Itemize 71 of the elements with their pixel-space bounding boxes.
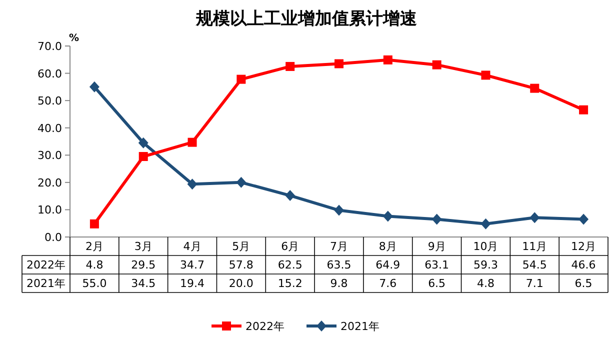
- point: [188, 138, 197, 147]
- xtick: 4月: [183, 240, 202, 253]
- data-label: 59.3: [473, 258, 498, 272]
- point: [530, 84, 540, 93]
- data-label: 46.6: [571, 258, 596, 272]
- point: [578, 214, 589, 225]
- xtick: 11月: [522, 240, 548, 253]
- legend-item: 2021年: [306, 320, 380, 333]
- ytick: 10.0: [38, 204, 62, 217]
- point: [334, 59, 344, 68]
- data-label: 9.8: [330, 277, 348, 290]
- data-label: 64.9: [376, 258, 400, 272]
- point: [383, 55, 392, 64]
- ytick: 40.0: [38, 122, 62, 135]
- data-label: 4.8: [476, 277, 494, 290]
- data-label: 57.8: [228, 258, 254, 272]
- data-label: 6.5: [574, 277, 592, 290]
- point: [286, 62, 295, 71]
- point: [285, 190, 296, 202]
- data-label: 20.0: [228, 277, 254, 290]
- data-label: 19.4: [180, 277, 205, 290]
- point: [236, 176, 246, 188]
- xtick: 10月: [473, 240, 498, 253]
- xtick: 3月: [134, 240, 152, 253]
- ylabel: %: [68, 33, 80, 44]
- data-label: 34.5: [131, 277, 156, 290]
- ytick: 50.0: [38, 94, 62, 108]
- data-label: 15.2: [278, 277, 302, 290]
- data-label: 62.5: [278, 258, 302, 272]
- legend-item: 2022年: [212, 320, 284, 333]
- ytick: 70.0: [38, 40, 62, 53]
- data-label: 55.0: [82, 277, 107, 290]
- data-label: 54.5: [522, 258, 547, 272]
- point: [382, 210, 393, 222]
- point: [432, 60, 442, 70]
- data-label: 7.6: [379, 277, 397, 290]
- data-label: 63.5: [326, 258, 352, 272]
- xtick: 12月: [571, 240, 596, 253]
- ytick: 0.0: [44, 231, 62, 244]
- table-row-label: 2022年: [26, 258, 66, 272]
- point: [480, 218, 491, 230]
- point: [138, 152, 148, 162]
- legend-label: 2021年: [340, 320, 380, 333]
- data-label: 63.1: [424, 258, 450, 272]
- xtick: 6月: [281, 240, 300, 253]
- data-label: 29.5: [131, 258, 156, 272]
- data-label: 6.5: [428, 277, 446, 290]
- xtick: 8月: [378, 240, 397, 253]
- legend-label: 2022年: [246, 320, 284, 333]
- ytick: 20.0: [38, 176, 62, 190]
- table-row-label: 2021年: [26, 277, 66, 290]
- data-label: 4.8: [86, 258, 104, 272]
- data-label: 34.7: [180, 258, 205, 272]
- point: [89, 81, 100, 92]
- ytick: 60.0: [38, 67, 62, 80]
- xtick: 5月: [232, 240, 250, 253]
- point: [432, 214, 442, 225]
- xtick: 2月: [85, 240, 104, 253]
- point: [334, 204, 344, 216]
- point: [187, 178, 198, 190]
- point: [579, 105, 588, 114]
- point: [90, 219, 99, 228]
- data-label: 7.1: [526, 277, 544, 290]
- xtick: 7月: [330, 240, 348, 253]
- point: [481, 70, 490, 80]
- point: [236, 74, 246, 84]
- ytick: 30.0: [38, 149, 62, 162]
- xtick: 9月: [428, 240, 446, 253]
- point: [530, 212, 540, 224]
- title: 规模以上工业增加值累计增速: [196, 9, 417, 29]
- point: [138, 137, 148, 148]
